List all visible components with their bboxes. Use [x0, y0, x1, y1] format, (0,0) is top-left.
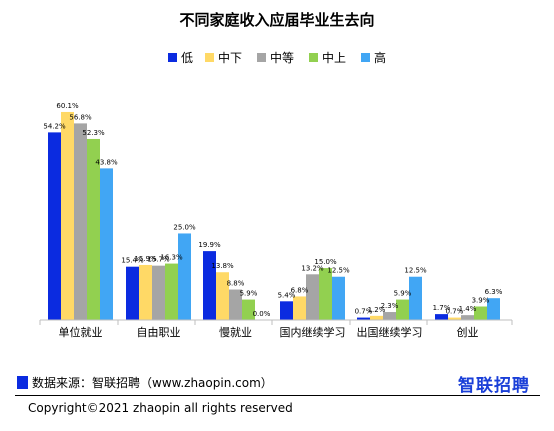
x-tick-label: 自由职业	[137, 325, 181, 339]
data-label: 60.1%	[56, 102, 79, 110]
data-label: 2.3%	[381, 302, 399, 310]
legend-swatch	[309, 53, 318, 62]
bar	[48, 132, 61, 320]
bar	[332, 276, 345, 320]
bar	[165, 263, 178, 320]
data-label: 16.3%	[160, 254, 183, 262]
data-label: 12.5%	[327, 267, 350, 275]
zhaopin-logo: 智联招聘	[458, 376, 530, 396]
bar	[229, 289, 242, 320]
data-label: 13.8%	[211, 262, 234, 270]
chart-title: 不同家庭收入应届毕业生去向	[179, 11, 374, 29]
bar	[448, 317, 461, 320]
data-label: 12.5%	[404, 267, 427, 275]
data-label: 1.4%	[459, 305, 477, 313]
legend-swatch	[168, 53, 177, 62]
footer-divider	[15, 395, 540, 396]
data-label: 15.4%	[121, 257, 144, 265]
data-label: 0.7%	[446, 308, 464, 316]
legend-label: 高	[374, 50, 386, 65]
legend-swatch	[361, 53, 370, 62]
bar	[409, 276, 422, 320]
data-label: 52.3%	[82, 129, 105, 137]
bar	[306, 274, 319, 320]
data-label: 54.2%	[43, 122, 66, 130]
bar	[139, 264, 152, 320]
data-label: 6.3%	[485, 288, 503, 296]
x-tick-label: 单位就业	[59, 325, 103, 339]
legend: 低 中下 中等 中上 高	[168, 50, 386, 65]
bar	[461, 315, 474, 320]
bar	[370, 315, 383, 320]
x-tick-label: 慢就业	[219, 325, 252, 339]
data-label: 43.8%	[95, 158, 118, 166]
bar	[319, 268, 332, 320]
bar	[242, 299, 255, 320]
data-label: 5.9%	[240, 290, 258, 298]
bar	[203, 251, 216, 320]
bar	[100, 168, 113, 320]
data-label: 5.4%	[278, 291, 296, 299]
data-label: 13.2%	[301, 264, 324, 272]
x-tick-label: 出国继续学习	[357, 325, 423, 339]
data-label: 3.9%	[472, 297, 490, 305]
data-label: 0.7%	[355, 308, 373, 316]
bar	[474, 306, 487, 320]
data-label: 25.0%	[173, 223, 196, 231]
bar	[435, 314, 448, 320]
legend-swatch	[257, 53, 266, 62]
data-label: 1.2%	[368, 306, 386, 314]
source-text: 数据来源：智联招聘（www.zhaopin.com）	[32, 376, 273, 390]
legend-label: 中下	[218, 50, 242, 65]
legend-swatch	[205, 53, 214, 62]
bar	[87, 138, 100, 320]
data-label: 5.9%	[394, 290, 412, 298]
x-tick-label: 国内继续学习	[280, 325, 346, 339]
bar	[383, 312, 396, 320]
data-label: 6.8%	[291, 286, 309, 294]
data-label: 15.0%	[314, 258, 337, 266]
bar	[126, 266, 139, 320]
data-label: 56.8%	[69, 113, 92, 121]
bar	[178, 233, 191, 320]
legend-label: 低	[181, 51, 193, 65]
bar	[487, 298, 500, 320]
x-tick-label: 创业	[457, 326, 479, 339]
bar	[396, 299, 409, 320]
data-label: 19.9%	[198, 241, 221, 249]
copyright-text: Copyright©2021 zhaopin all rights reserv…	[28, 401, 293, 415]
bar	[357, 317, 370, 320]
bar	[293, 296, 306, 320]
bar	[152, 265, 165, 320]
bar	[216, 272, 229, 320]
data-label-group: 54.2% 60.1% 56.8% 52.3% 43.8% 15.4%15.9%15.7%…	[43, 102, 502, 318]
data-label: 15.9%	[134, 255, 157, 263]
legend-label: 中等	[270, 50, 294, 65]
bar	[280, 301, 293, 320]
legend-label: 中上	[322, 50, 346, 65]
bar	[74, 123, 87, 320]
data-label: 8.8%	[227, 280, 245, 288]
data-label: 15.7%	[147, 256, 170, 264]
data-label: 0.0%	[253, 310, 271, 318]
x-axis: 单位就业 自由职业 慢就业 国内继续学习 出国继续学习 创业	[39, 319, 513, 339]
bar	[61, 111, 74, 320]
source-marker	[17, 376, 28, 389]
data-label: 1.7%	[433, 304, 451, 312]
bar-group	[48, 111, 500, 320]
